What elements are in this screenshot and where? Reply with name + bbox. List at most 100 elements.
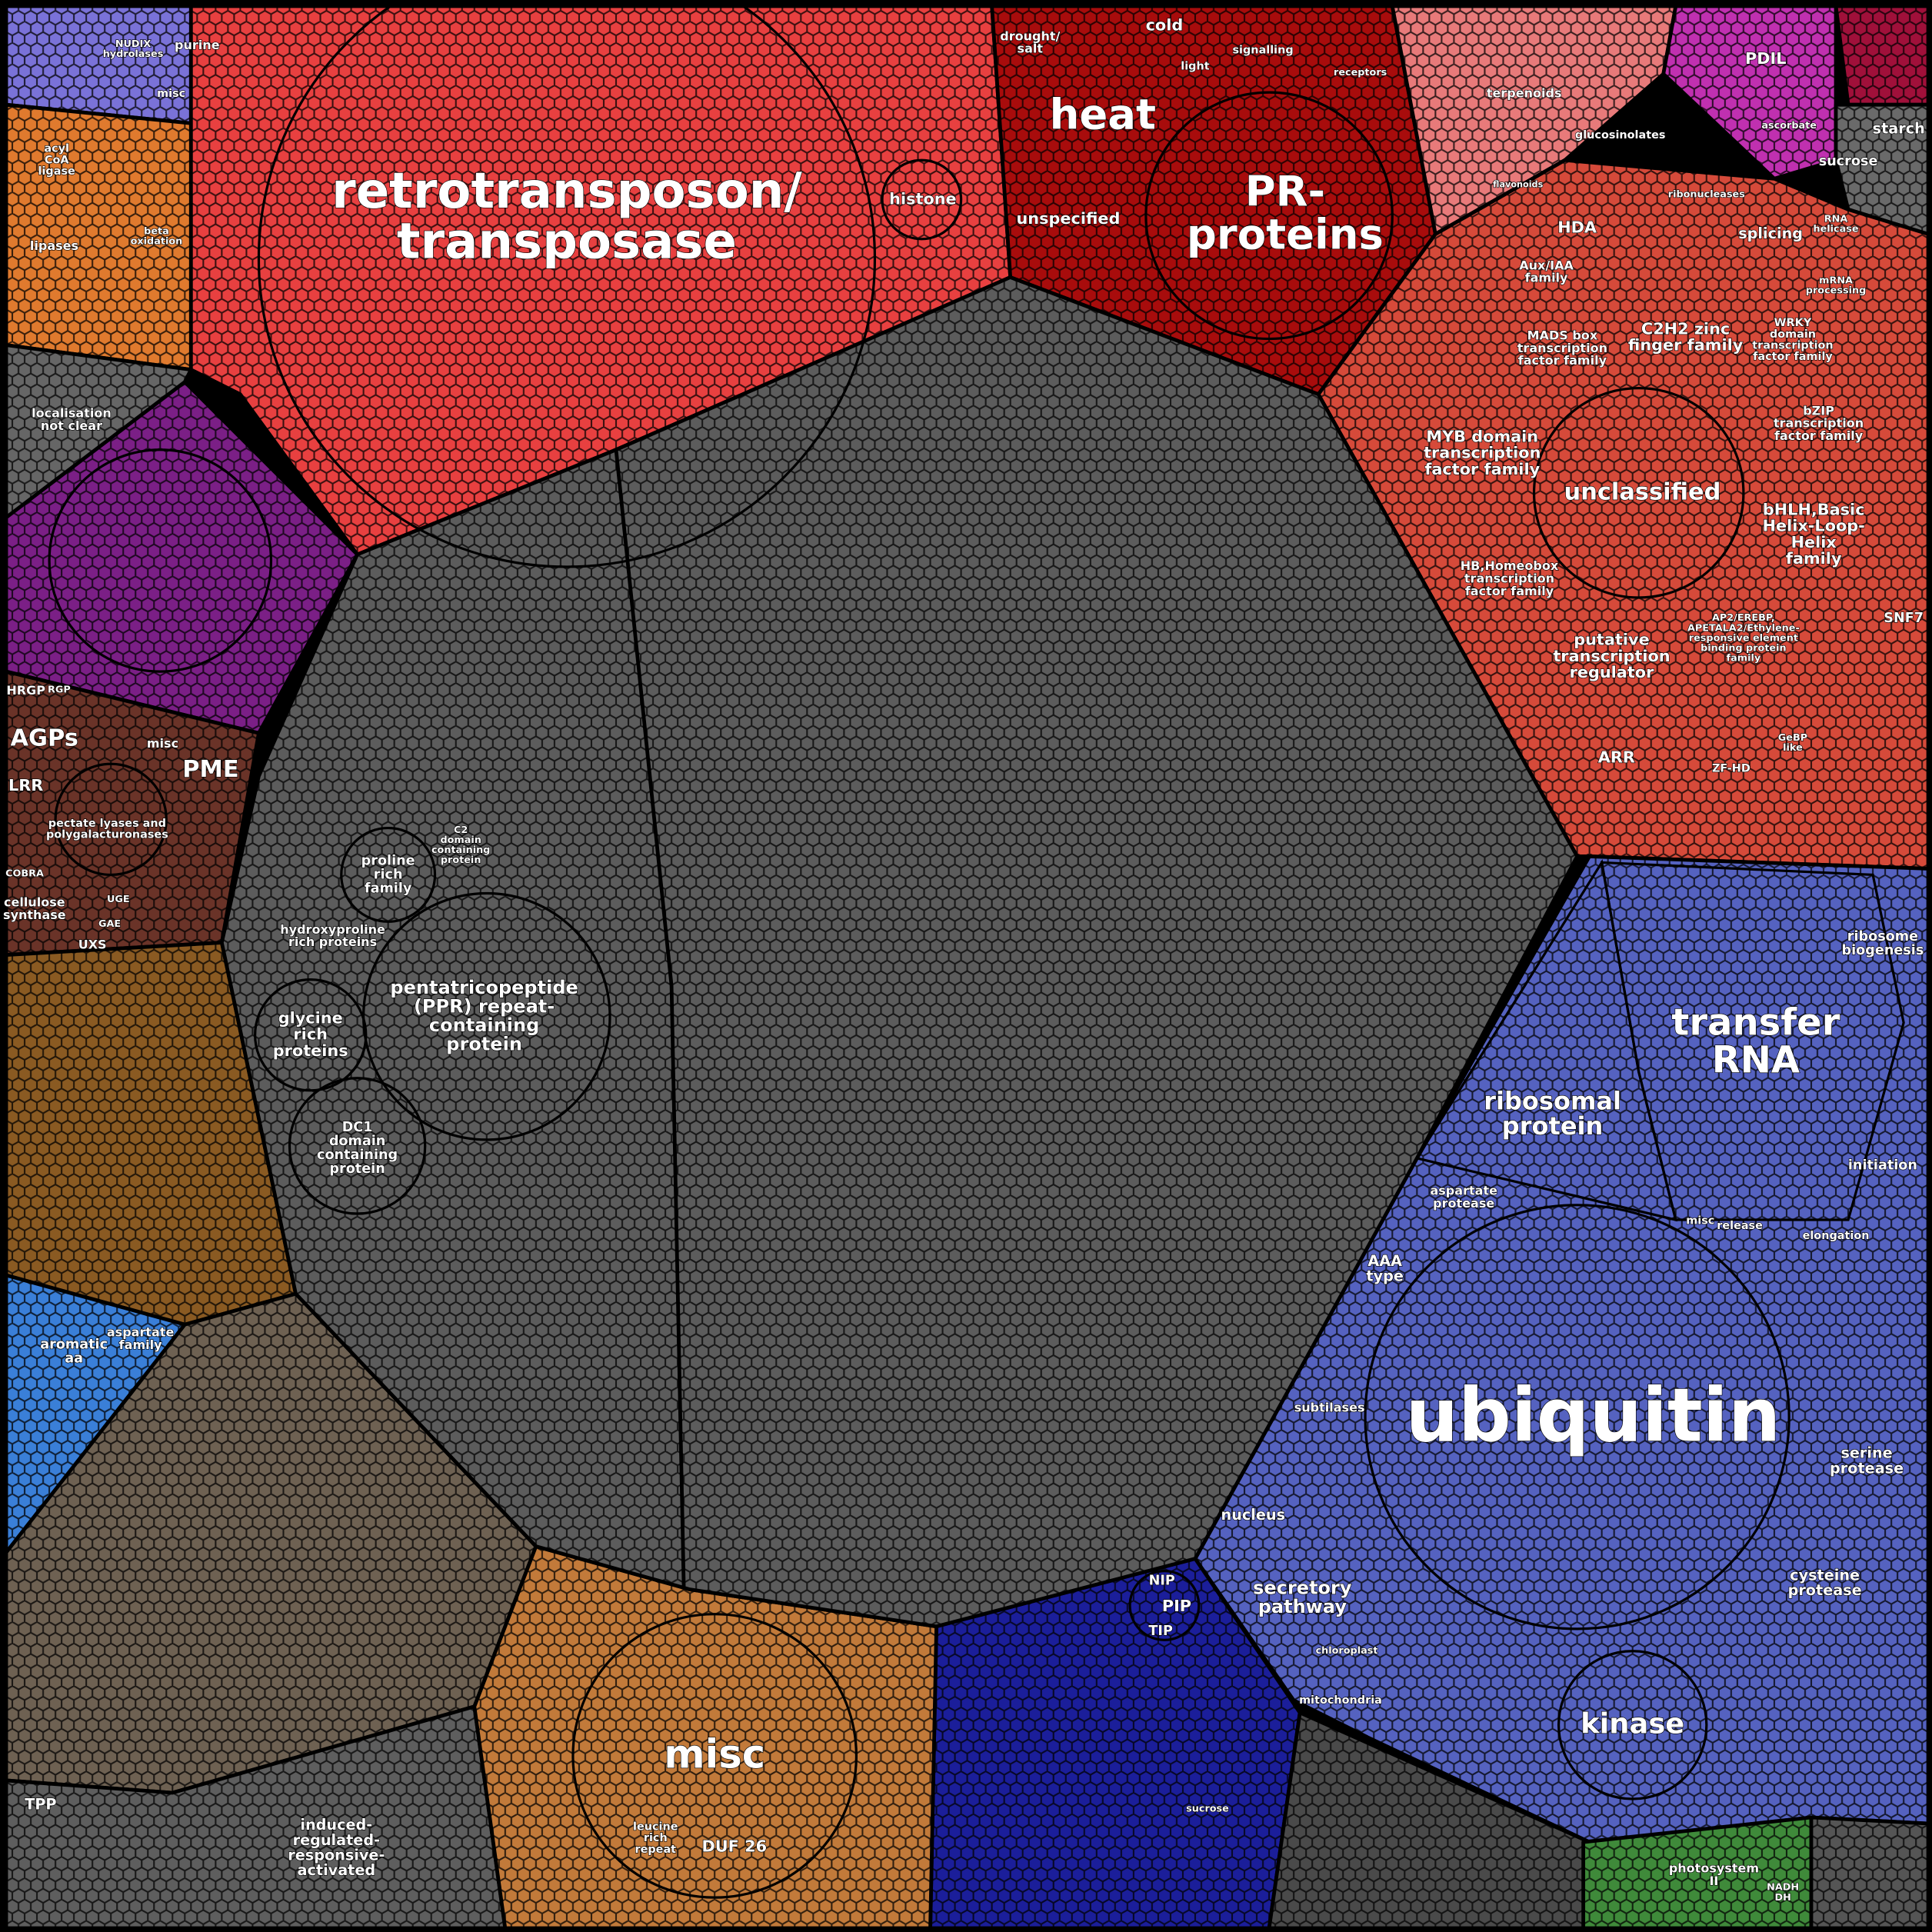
region-label: signalling — [1232, 45, 1293, 57]
region-label: subtilases — [1294, 1401, 1365, 1415]
region-label: repeat — [635, 1844, 676, 1856]
region-label: initiation — [1848, 1158, 1917, 1174]
region-label: splicing — [1738, 225, 1803, 242]
region-label: mRNA — [1819, 275, 1853, 287]
region-label: transcription — [1752, 340, 1833, 352]
region-label: MADS box — [1527, 328, 1598, 343]
region-label: lipases — [30, 238, 78, 253]
region-label: transcription — [1553, 647, 1670, 665]
region-label: biogenesis — [1842, 943, 1924, 958]
region-label: AGPs — [10, 725, 78, 752]
region-label: domain — [1770, 328, 1816, 341]
region-label: ribosomal — [1484, 1087, 1621, 1116]
region-label: factor family — [1424, 460, 1540, 478]
region-label: DUF 26 — [702, 1837, 768, 1855]
region-label: protein — [441, 854, 481, 866]
region-label: heat — [1050, 89, 1156, 138]
region-label: factor family — [1465, 584, 1554, 598]
region-label: factor family — [1753, 351, 1833, 363]
region-label: hydroxyproline — [280, 922, 385, 937]
region-label: rich — [644, 1832, 668, 1844]
region-gray-corner — [1809, 1815, 1930, 1930]
region-label: PR- — [1245, 167, 1325, 216]
region-label: DH — [1774, 1892, 1790, 1904]
region-label: MYB domain — [1426, 427, 1538, 445]
region-label: protein — [446, 1033, 522, 1054]
region-label: mitochondria — [1299, 1694, 1382, 1707]
region-label: aspartate — [107, 1325, 175, 1340]
region-label: retrotransposon/ — [331, 163, 802, 220]
region-label: hydrolases — [103, 48, 164, 60]
region-label: Helix-Loop- — [1763, 517, 1865, 535]
region-label: Helix — [1791, 533, 1837, 551]
region-label: C2 — [454, 824, 468, 836]
region-label: ZF-HD — [1712, 763, 1750, 775]
region-label: HDA — [1557, 218, 1597, 236]
region-label: release — [1717, 1220, 1763, 1232]
region-label: aromatic — [40, 1337, 108, 1352]
region-label: family — [1727, 653, 1761, 665]
region-label: APETALA2/Ethylene- — [1687, 622, 1800, 634]
region-label: ARR — [1598, 748, 1635, 766]
region-label: family — [365, 881, 412, 896]
region-label: kinase — [1581, 1707, 1684, 1740]
region-label: protease — [1433, 1196, 1494, 1211]
region-label: SNF7 — [1884, 611, 1924, 626]
region-label: DC1 — [342, 1120, 373, 1135]
region-label: GeBP — [1778, 732, 1807, 744]
region-label: putative — [1574, 631, 1649, 649]
region-label: oxidation — [131, 236, 183, 248]
region-label: protease — [1830, 1459, 1904, 1477]
region-label: finger family — [1628, 336, 1744, 355]
region-label: PME — [182, 756, 238, 783]
region-label: regulated- — [293, 1831, 380, 1849]
region-label: COBRA — [5, 868, 44, 879]
region-label: sucrose — [1186, 1803, 1229, 1814]
region-label: PIP — [1162, 1597, 1191, 1615]
region-label: aspartate — [1430, 1184, 1497, 1198]
region-label: polygalacturonases — [46, 829, 168, 841]
region-label: binding protein — [1700, 642, 1787, 654]
region-label: transcription — [1464, 571, 1554, 585]
region-label: ribonucleases — [1668, 189, 1745, 201]
region-label: leucine — [633, 1821, 678, 1834]
region-label: transfer — [1671, 1001, 1840, 1044]
region-label: responsive element — [1689, 632, 1798, 644]
region-label: pectate lyases and — [48, 818, 166, 830]
region-label: drought/ — [1000, 28, 1060, 43]
region-label: flavonoids — [1493, 179, 1543, 189]
region-label: TPP — [25, 1795, 56, 1813]
region-label: HB,Homeobox — [1461, 558, 1559, 573]
region-label: containing — [429, 1014, 539, 1036]
region-label: bZIP — [1803, 403, 1834, 418]
region-label: protease — [1788, 1581, 1862, 1599]
region-label: bHLH,Basic — [1763, 500, 1865, 518]
region-label: responsive- — [288, 1846, 385, 1864]
region-label: light — [1181, 61, 1209, 73]
region-label: cellulose — [4, 895, 65, 910]
region-label: RGP — [48, 685, 71, 696]
region-label: containing — [317, 1148, 398, 1163]
region-label: factor family — [1774, 428, 1864, 443]
region-label: terpenoids — [1487, 85, 1562, 100]
region-label: AAA — [1367, 1252, 1402, 1270]
region-label: factor family — [1518, 353, 1607, 368]
region-label: proline — [361, 853, 415, 868]
region-label: UXS — [78, 937, 107, 951]
region-label: proteins — [273, 1041, 348, 1060]
region-label: elongation — [1803, 1230, 1870, 1242]
region-label: transcription — [1774, 416, 1864, 431]
region-label: WRKY — [1774, 317, 1812, 329]
region-label: photosystem — [1669, 1861, 1759, 1876]
region-label: domain — [329, 1134, 386, 1149]
region-label: UGE — [107, 894, 130, 905]
region-label: ribosome — [1847, 929, 1918, 944]
region-label: AP2/EREBP, — [1712, 612, 1775, 624]
region-label: ascorbate — [1761, 120, 1817, 132]
region-label: type — [1366, 1267, 1404, 1284]
region-label: NIP — [1149, 1573, 1175, 1588]
region-label: (PPR) repeat- — [414, 995, 555, 1017]
region-label: chloroplast — [1316, 1645, 1378, 1657]
